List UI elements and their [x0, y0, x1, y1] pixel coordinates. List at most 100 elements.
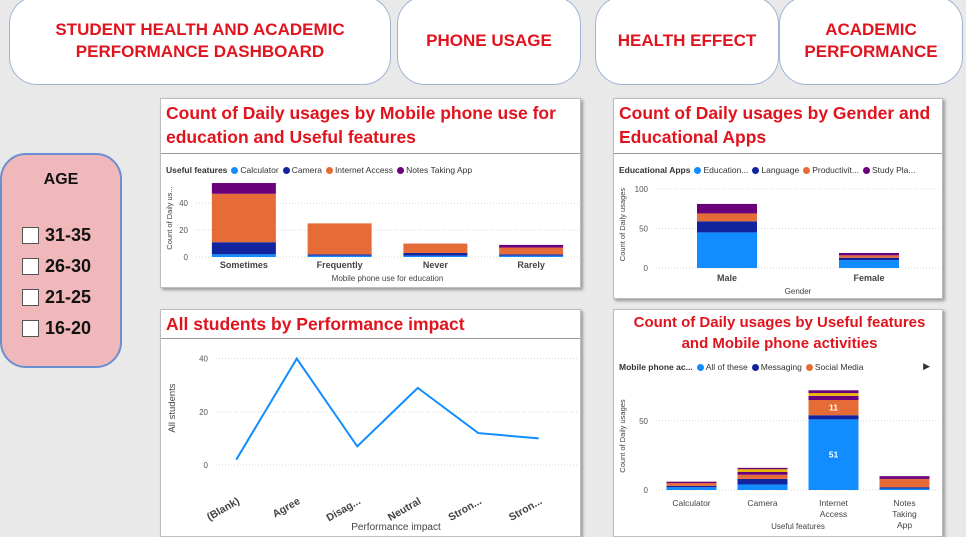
- bar-segment: [808, 419, 859, 490]
- legend-label: Study Pla...: [871, 165, 916, 175]
- bar-segment: [697, 213, 757, 222]
- x-tick-label: Male: [717, 273, 737, 283]
- age-option-16-20[interactable]: 16-20: [22, 318, 91, 339]
- y-tick-label: 50: [639, 417, 648, 426]
- phone-usage-label: PHONE USAGE: [426, 30, 552, 50]
- legend-dot: [751, 363, 759, 371]
- chart-legend: Useful features Calculator Camera Intern…: [166, 165, 476, 175]
- legend-item: Notes Taking App: [397, 165, 472, 175]
- chart-plot-area[interactable]: 0 50 100 Male Female Gender Count of Daily usa…: [614, 177, 942, 298]
- bar-segment: [737, 472, 788, 475]
- bar-segment: [737, 484, 788, 490]
- dashboard-title-button[interactable]: STUDENT HEALTH AND ACADEMIC PERFORMANCE …: [9, 0, 391, 85]
- chart-card-gender-apps[interactable]: Count of Daily usages by Gender and Educ…: [613, 98, 943, 299]
- academic-performance-label: ACADEMIC PERFORMANCE: [804, 19, 938, 61]
- bar-segment: [737, 467, 788, 470]
- legend-item: Camera: [282, 165, 322, 175]
- bar-segment: [666, 487, 717, 490]
- bar-segment: [839, 260, 899, 268]
- bar-segment: [307, 254, 372, 256]
- chart-title: Count of Daily usages by Useful features…: [633, 314, 926, 352]
- legend-label: Social Media: [814, 362, 864, 372]
- checkbox[interactable]: [22, 320, 39, 337]
- legend-dot: [325, 166, 333, 174]
- academic-performance-button[interactable]: ACADEMIC PERFORMANCE: [779, 0, 963, 85]
- bar-segment: [808, 395, 859, 400]
- legend-dot: [397, 166, 405, 174]
- age-option-26-30[interactable]: 26-30: [22, 256, 91, 277]
- x-tick-label: Internet: [819, 498, 848, 508]
- chart-card-education-use[interactable]: Count of Daily usages by Mobile phone us…: [160, 98, 581, 288]
- legend-dot: [282, 166, 290, 174]
- checkbox[interactable]: [22, 258, 39, 275]
- chart-legend: Educational Apps Education... Language P…: [619, 165, 919, 175]
- checkbox[interactable]: [22, 289, 39, 306]
- bar-segment: [403, 243, 468, 253]
- age-option-label: 16-20: [45, 318, 92, 338]
- bar-segment: [808, 400, 859, 416]
- legend-item: Study Pla...: [862, 165, 916, 175]
- x-axis-title: Mobile phone use for education: [332, 274, 444, 283]
- age-option-31-35[interactable]: 31-35: [22, 225, 91, 246]
- bar-segment: [666, 481, 717, 484]
- bar-segment: [499, 254, 564, 256]
- legend-dot: [694, 166, 702, 174]
- legend-next-arrow-icon[interactable]: ▶: [923, 361, 930, 371]
- legend-item: Messaging: [751, 362, 802, 372]
- bar-segment: [211, 254, 276, 257]
- divider: [614, 153, 942, 154]
- chart-card-performance-impact[interactable]: All students by Performance impact 0 20 40…: [160, 309, 581, 537]
- y-axis-title: Count of Daily usages: [618, 188, 627, 262]
- age-option-label: 26-30: [45, 256, 92, 276]
- bar-segment: [879, 487, 930, 489]
- legend-item: Internet Access: [325, 165, 393, 175]
- age-option-21-25[interactable]: 21-25: [22, 287, 91, 308]
- x-tick-label: Sometimes: [220, 260, 268, 270]
- y-tick-label: 0: [644, 486, 649, 495]
- checkbox[interactable]: [22, 227, 39, 244]
- x-tick-label: Stron...: [446, 495, 483, 524]
- bar-segment: [737, 469, 788, 472]
- x-tick-label: Rarely: [517, 260, 545, 270]
- x-tick-label: Calculator: [672, 498, 710, 508]
- y-tick-label: 0: [204, 461, 209, 470]
- bar-segment: [697, 232, 757, 268]
- legend-dot: [231, 166, 239, 174]
- bar-segment: [211, 193, 276, 243]
- bar-segment: [879, 488, 930, 490]
- x-axis-title: Gender: [785, 287, 812, 296]
- chart-card-useful-features[interactable]: Count of Daily usages by Useful features…: [613, 309, 943, 537]
- legend-label: Camera: [291, 165, 322, 175]
- phone-usage-button[interactable]: PHONE USAGE: [397, 0, 581, 85]
- x-tick-label: Neutral: [386, 495, 423, 524]
- chart-plot-area[interactable]: 0 20 40 Sometimes Frequently Never Rarely Mobil…: [161, 177, 580, 297]
- dashboard-title: STUDENT HEALTH AND ACADEMIC PERFORMANCE …: [55, 19, 345, 61]
- data-label: 51: [829, 450, 839, 460]
- bar-segment: [697, 221, 757, 233]
- legend-label: Notes Taking App: [406, 165, 473, 175]
- legend-dot: [696, 363, 704, 371]
- y-tick-label: 100: [635, 185, 649, 194]
- bar-segment: [808, 390, 859, 394]
- health-effect-button[interactable]: HEALTH EFFECT: [595, 0, 779, 85]
- x-tick-label: Camera: [747, 498, 778, 508]
- x-axis-title: Useful features: [771, 522, 825, 531]
- x-tick-label: Access: [820, 509, 847, 519]
- bar-segment: [307, 223, 372, 255]
- bar-segment: [403, 252, 468, 256]
- y-tick-label: 0: [644, 264, 649, 273]
- chart-title: Count of Daily usages by Mobile phone us…: [166, 103, 556, 147]
- bar-segment: [737, 474, 788, 479]
- bar-segment: [737, 478, 788, 485]
- bar-segment: [808, 393, 859, 396]
- y-tick-label: 20: [179, 226, 188, 235]
- bar-segment: [211, 242, 276, 255]
- bar-segment: [879, 477, 930, 479]
- chart-plot-area[interactable]: 0 20 40 (Blank) Agree Disag... Neutral Stron...…: [161, 340, 580, 536]
- legend-label: Productivit...: [812, 165, 859, 175]
- legend-title: Educational Apps: [619, 165, 691, 175]
- x-tick-label: Stron...: [507, 495, 544, 524]
- y-axis-title: Count of Daily us...: [165, 186, 174, 249]
- legend-label: Language: [761, 165, 800, 175]
